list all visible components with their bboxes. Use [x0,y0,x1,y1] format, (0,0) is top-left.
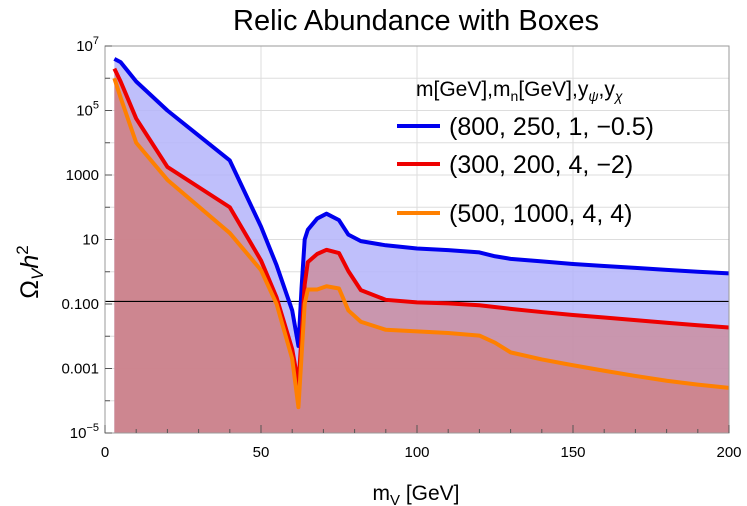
y-tick-label-0: 10−5 [70,422,99,442]
series-line-0 [113,57,730,348]
legend-title: m[GeV],mn[GeV],yψ,yχ [416,78,623,104]
y-tick-label-6: 107 [76,35,99,55]
x-axis-label: mV [GeV] [372,482,459,506]
y-axis-label-omega: Ω [16,280,44,299]
legend-items: (800, 250, 1, −0.5) (300, 200, 4, −2) (500… [397,113,654,228]
legend-label-2: (500, 1000, 4, 4) [449,200,632,228]
x-tick-label-0: 0 [101,444,109,461]
x-axis-label-unit: [GeV] [400,482,460,505]
y-axis-label-sup: 2 [13,245,32,254]
legend-label-0: (800, 250, 1, −0.5) [449,113,654,141]
y-axis-label: ΩVh2 [13,245,47,298]
y-axis-label-h: h [16,255,44,269]
x-tick-label-3: 150 [560,444,585,461]
legend: m[GeV],mn[GeV],yψ,yχ (800, 250, 1, −0.5)… [397,78,654,228]
y-tick-label-1: 0.001 [61,361,99,378]
x-tick-label-1: 50 [253,444,270,461]
chart-title: Relic Abundance with Boxes [233,5,599,37]
x-axis-label-base: m [372,482,390,505]
series-fill-2 [114,78,730,433]
x-tick-label-2: 100 [404,444,429,461]
series-line-2 [112,77,730,410]
y-tick-label-4: 1000 [66,167,99,184]
series-line-1 [112,67,730,387]
x-tick-label-4: 200 [716,444,741,461]
x-axis-label-sub: V [390,492,400,506]
y-tick-label-3: 10 [82,232,99,249]
y-axis-label-sub: V [28,267,47,280]
y-tick-label-5: 105 [76,100,99,120]
area-fills [114,58,730,434]
y-tick-label-2: 0.100 [61,296,99,313]
axis-ticks: 0 50 100 150 200 10−5 0.001 0.100 10 1000 105 107 [61,35,741,461]
series-lines [112,57,730,410]
legend-label-1: (300, 200, 4, −2) [449,151,633,179]
